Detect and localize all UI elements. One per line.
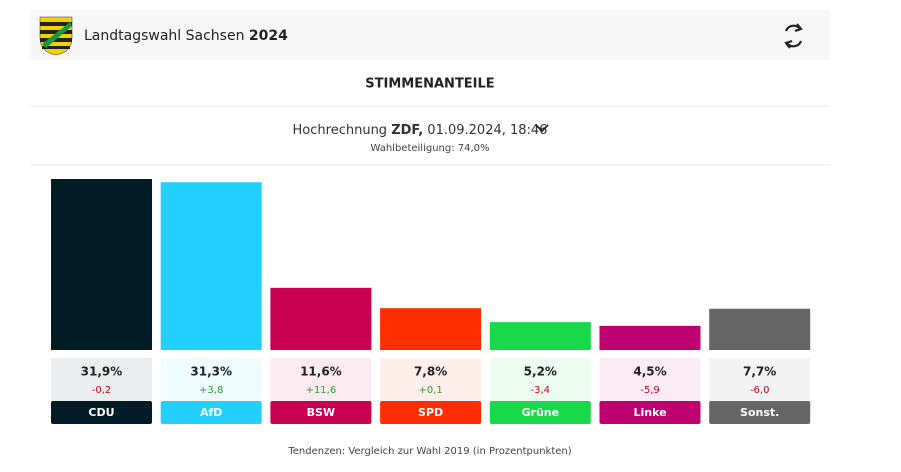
refresh-button[interactable] — [784, 23, 803, 49]
value-label: 31,9% — [81, 365, 123, 379]
x-tick-label: CDU — [88, 406, 114, 419]
change-label: +3,8 — [199, 385, 223, 396]
change-label: -6,0 — [750, 385, 770, 396]
party-box — [599, 401, 701, 424]
party-box — [270, 401, 372, 424]
bar — [489, 322, 591, 350]
projection-datetime: 01.09.2024, 18:46 — [427, 123, 547, 138]
bar — [380, 308, 482, 350]
section-title: STIMMENANTEILE — [365, 77, 494, 92]
change-label: -5,9 — [640, 385, 660, 396]
value-label: 7,8% — [414, 365, 447, 379]
change-label: -0,2 — [92, 385, 112, 396]
label-box — [489, 358, 591, 401]
x-tick-label: SPD — [418, 406, 443, 419]
party-box — [160, 401, 262, 424]
title-year: 2024 — [249, 28, 288, 44]
value-label: 4,5% — [633, 365, 666, 379]
x-tick-label: BSW — [307, 406, 335, 419]
dropdown-chevron[interactable] — [535, 124, 549, 133]
label-box — [599, 358, 701, 401]
value-label: 5,2% — [524, 365, 557, 379]
footnote: Tendenzen: Vergleich zur Wahl 2019 (in P… — [287, 446, 571, 457]
party-box — [380, 401, 482, 424]
change-label: +11,6 — [306, 385, 337, 396]
change-label: -3,4 — [531, 385, 551, 396]
label-box — [380, 358, 482, 401]
projection-line: Hochrechnung ZDF, 01.09.2024, 18:46 — [293, 123, 548, 138]
x-tick-label: Grüne — [522, 406, 560, 419]
turnout: Wahlbeteiligung: 74,0% — [370, 143, 489, 154]
header-title: Landtagswahl Sachsen 2024 — [84, 28, 288, 44]
title-text: Landtagswahl Sachsen — [84, 28, 244, 44]
bar — [160, 182, 262, 350]
bar — [599, 325, 701, 350]
bar — [709, 308, 811, 350]
bar — [51, 179, 152, 350]
projection-label: Hochrechnung — [293, 123, 388, 138]
header-bar — [30, 10, 830, 60]
coat-of-arms — [39, 16, 73, 56]
label-box — [709, 358, 811, 401]
x-tick-label: Linke — [633, 406, 666, 419]
projection-source: ZDF, — [391, 123, 423, 138]
party-box — [489, 401, 591, 424]
value-label: 7,7% — [743, 365, 776, 379]
x-tick-label: AfD — [200, 406, 222, 419]
label-box — [51, 358, 152, 401]
change-label: +0,1 — [418, 385, 442, 396]
bar — [270, 287, 372, 350]
x-tick-label: Sonst. — [740, 406, 779, 419]
value-label: 31,3% — [190, 365, 232, 379]
party-box — [51, 401, 152, 424]
party-box — [709, 401, 811, 424]
label-box — [270, 358, 372, 401]
label-box — [160, 358, 262, 401]
value-label: 11,6% — [300, 365, 342, 379]
